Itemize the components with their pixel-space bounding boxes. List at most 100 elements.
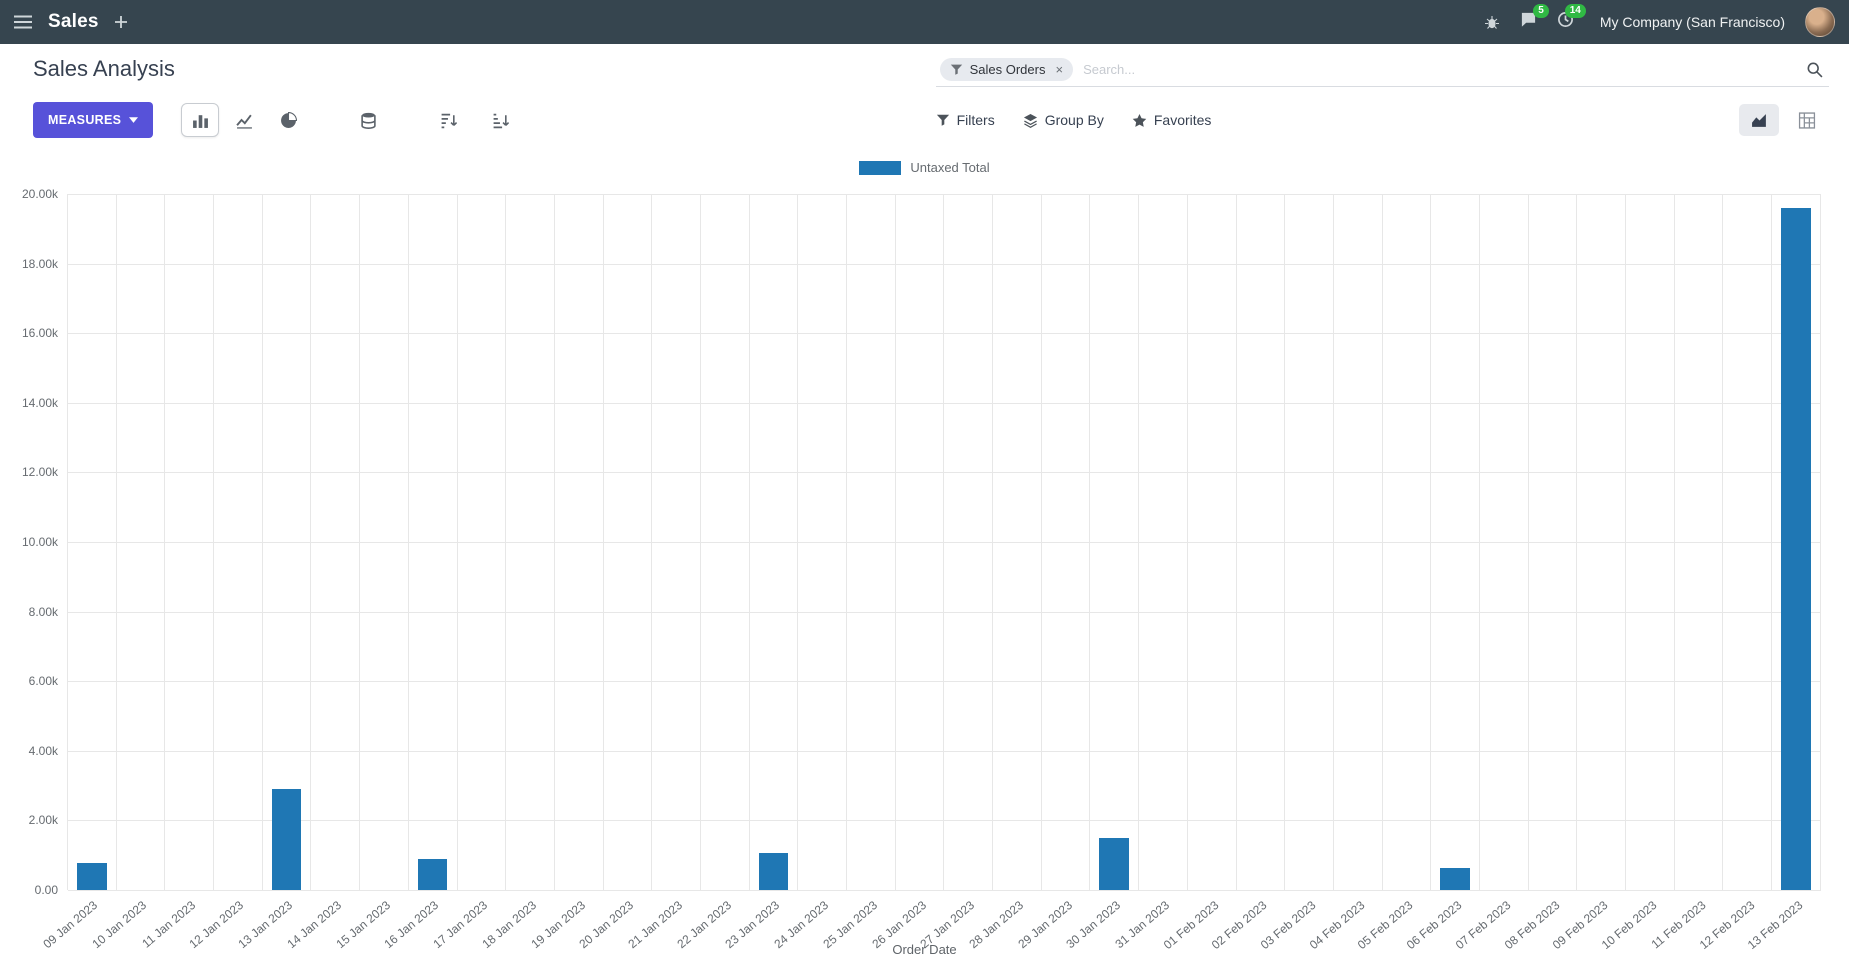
stacked-toggle-button[interactable] xyxy=(349,103,387,137)
y-tick-label: 4.00k xyxy=(28,743,58,758)
chart-column xyxy=(458,194,507,890)
chart-column xyxy=(506,194,555,890)
favorites-button[interactable]: Favorites xyxy=(1132,112,1212,128)
bar-23-jan-2023[interactable] xyxy=(758,853,789,890)
y-tick-label: 14.00k xyxy=(21,395,58,410)
measures-button[interactable]: MEASURES xyxy=(33,102,154,138)
company-switcher[interactable]: My Company (San Francisco) xyxy=(1599,14,1785,30)
bar-16-jan-2023[interactable] xyxy=(417,858,448,890)
control-panel: Sales Analysis Sales Orders × MEASURES xyxy=(0,44,1849,146)
chart-column xyxy=(604,194,653,890)
y-tick-label: 8.00k xyxy=(28,604,58,619)
pivot-view-button[interactable] xyxy=(1787,104,1827,136)
search-bar[interactable]: Sales Orders × xyxy=(935,53,1829,87)
y-tick-label: 10.00k xyxy=(21,535,58,549)
chart-column xyxy=(847,194,896,890)
debug-bug-icon[interactable] xyxy=(1484,14,1500,30)
messages-button[interactable]: 5 xyxy=(1520,4,1549,33)
bar-chart-icon xyxy=(192,112,209,129)
chart-column xyxy=(1383,194,1432,890)
bar-13-jan-2023[interactable] xyxy=(271,789,302,890)
favorites-label: Favorites xyxy=(1153,112,1212,128)
legend-label: Untaxed Total xyxy=(910,160,990,175)
y-tick-label: 16.00k xyxy=(21,326,58,341)
activities-badge: 14 xyxy=(1564,4,1586,18)
h-gridline xyxy=(68,472,1821,474)
h-gridline xyxy=(68,194,1821,195)
area-chart-icon xyxy=(1750,112,1769,129)
y-tick-label: 0.00 xyxy=(34,883,58,897)
messages-badge: 5 xyxy=(1533,4,1549,18)
filters-label: Filters xyxy=(956,112,995,128)
chart-column xyxy=(1431,194,1480,890)
chart-column xyxy=(409,194,458,890)
chart-column xyxy=(1480,194,1529,890)
chart-column xyxy=(993,194,1042,890)
bar-30-jan-2023[interactable] xyxy=(1099,837,1130,890)
chart-column xyxy=(165,194,215,890)
h-gridline xyxy=(68,681,1821,683)
stacked-database-icon xyxy=(360,112,377,129)
chart-column xyxy=(263,194,312,890)
sort-ascending-button[interactable] xyxy=(481,103,519,137)
chart-column xyxy=(311,194,361,890)
app-name[interactable]: Sales xyxy=(48,11,99,32)
pivot-table-icon xyxy=(1798,111,1816,129)
h-gridline xyxy=(68,263,1821,265)
y-tick-label: 6.00k xyxy=(28,674,58,689)
h-gridline xyxy=(68,890,1821,891)
plus-icon[interactable] xyxy=(114,16,127,28)
columns-layer xyxy=(68,194,1821,890)
chart-column xyxy=(1626,194,1675,890)
graph-view-button[interactable] xyxy=(1739,104,1779,136)
user-avatar[interactable] xyxy=(1805,7,1835,37)
group-by-button[interactable]: Group By xyxy=(1023,112,1104,128)
chart-column xyxy=(701,194,750,890)
facet-remove-icon[interactable]: × xyxy=(1055,62,1064,77)
legend-swatch xyxy=(859,160,902,175)
measures-label: MEASURES xyxy=(48,113,122,127)
chart-column xyxy=(1188,194,1237,890)
search-icon[interactable] xyxy=(1806,61,1823,78)
search-facet-label: Sales Orders xyxy=(969,62,1046,77)
bar-chart-type-button[interactable] xyxy=(181,103,220,137)
filters-button[interactable]: Filters xyxy=(936,112,995,128)
chart-column xyxy=(1529,194,1578,890)
h-gridline xyxy=(68,820,1821,822)
h-gridline xyxy=(68,750,1821,752)
bar-06-feb-2023[interactable] xyxy=(1440,868,1470,890)
activities-button[interactable]: 14 xyxy=(1557,4,1586,33)
sort-descending-icon xyxy=(440,112,457,129)
chart-column xyxy=(798,194,847,890)
search-input[interactable] xyxy=(1083,62,1796,77)
h-gridline xyxy=(68,542,1821,543)
chart-column xyxy=(1675,194,1724,890)
chart-column xyxy=(1334,194,1383,890)
filter-funnel-icon xyxy=(950,63,963,76)
top-navbar: Sales 5 14 My Company (San Francisco) xyxy=(0,0,1849,44)
chart-column xyxy=(652,194,701,890)
chart-legend[interactable]: Untaxed Total xyxy=(0,160,1849,175)
chart-column xyxy=(555,194,604,890)
chart-column xyxy=(1139,194,1188,890)
chat-bubble-icon xyxy=(1520,11,1537,33)
sort-descending-button[interactable] xyxy=(429,103,467,137)
group-by-label: Group By xyxy=(1044,112,1104,128)
pie-chart-icon xyxy=(280,111,297,129)
line-chart-type-button[interactable] xyxy=(225,103,263,137)
pie-chart-type-button[interactable] xyxy=(269,103,307,137)
bar-13-feb-2023[interactable] xyxy=(1781,207,1811,890)
chart-column xyxy=(68,194,117,890)
chart-column xyxy=(1772,194,1821,890)
chart-column xyxy=(1723,194,1773,890)
chart-column xyxy=(896,194,945,890)
chart-column xyxy=(1577,194,1626,890)
search-facet[interactable]: Sales Orders × xyxy=(939,58,1074,81)
bar-09-jan-2023[interactable] xyxy=(77,862,107,890)
apps-menu-icon[interactable] xyxy=(14,15,32,29)
h-gridline xyxy=(68,333,1821,335)
y-tick-label: 18.00k xyxy=(21,256,58,271)
x-axis-title: Order Date xyxy=(892,942,957,957)
y-tick-label: 12.00k xyxy=(21,465,58,480)
filters-funnel-icon xyxy=(936,113,950,127)
